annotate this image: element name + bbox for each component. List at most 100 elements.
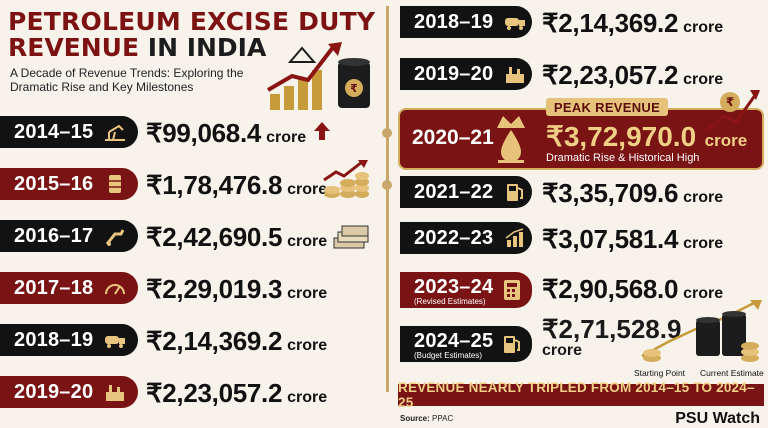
- barrels-growth-icon: [641, 300, 762, 362]
- oil-pump-icon: [105, 124, 126, 141]
- year-label: 2021–22: [414, 180, 494, 203]
- year-label: 2016–17: [14, 224, 94, 247]
- revenue-unit: crore: [683, 285, 724, 302]
- timeline-dot: [382, 128, 392, 138]
- list-item: 2016–17 ₹2,42,690.5 crore: [0, 220, 380, 252]
- list-item: 2023–24 (Revised Estimates) ₹2,90,568.0 …: [400, 272, 764, 308]
- rupee-growth-icon: ₹: [707, 90, 760, 132]
- year-pill: 2016–17: [0, 220, 138, 252]
- revenue-unit: crore: [287, 389, 328, 406]
- list-item: 2018–19 ₹2,14,369.2 crore: [400, 6, 764, 38]
- peak-subtext: Dramatic Rise & Historical High: [546, 152, 700, 164]
- tanker-truck-icon: [105, 336, 126, 348]
- revenue-amount: ₹3,35,709.6: [542, 178, 679, 208]
- year-label: 2015–16: [14, 172, 94, 195]
- fuel-pump-icon: [504, 336, 520, 353]
- source-note: Source: PPAC: [400, 414, 453, 423]
- year-pill: 2023–24 (Revised Estimates): [400, 272, 532, 308]
- year-pill: 2014–15: [0, 116, 138, 148]
- list-item: 2022–23 ₹3,07,581.4 crore: [400, 222, 764, 254]
- year-label: 2014–15: [14, 120, 94, 143]
- revenue-unit: crore: [683, 71, 724, 88]
- title-red-word: REVENUE: [8, 33, 140, 62]
- year-pill: 2015–16: [0, 168, 138, 200]
- list-item: 2018–19 ₹2,14,369.2 crore: [0, 324, 380, 356]
- source-value: PPAC: [432, 414, 454, 423]
- page-subtitle: A Decade of Revenue Trends: Exploring th…: [10, 66, 244, 94]
- revenue-amount: ₹2,14,369.2: [146, 326, 283, 356]
- peak-revenue-amount: ₹3,72,970.0: [546, 121, 697, 152]
- peak-year-label: 2020–21: [412, 126, 494, 149]
- revenue-amount: ₹2,23,057.2: [146, 378, 283, 408]
- svg-text:₹: ₹: [350, 82, 358, 95]
- timeline-line: [386, 6, 389, 392]
- year-pill: 2021–22: [400, 176, 532, 208]
- list-item: 2021–22 ₹3,35,709.6 crore: [400, 176, 764, 208]
- list-item: 2019–20 ₹2,23,057.2 crore: [0, 376, 380, 408]
- coins-growth-icon: [323, 160, 369, 198]
- up-arrow-icon: [314, 122, 330, 140]
- speedometer-icon: [105, 284, 126, 295]
- year-pill: 2018–19: [0, 324, 138, 356]
- fuel-pump-icon: [507, 184, 524, 201]
- year-pill: 2022–23: [400, 222, 532, 254]
- revenue-amount: ₹2,29,019.3: [146, 274, 283, 304]
- revenue-unit: crore: [287, 337, 328, 354]
- calculator-icon: [504, 280, 520, 300]
- oil-barrel-growth-icon: ₹: [266, 42, 370, 110]
- starting-point-label: Starting Point: [634, 368, 686, 378]
- year-pill: 2017–18: [0, 272, 138, 304]
- revenue-unit: crore: [287, 233, 328, 250]
- fuel-nozzle-icon: [106, 229, 125, 246]
- revenue-unit: crore: [266, 129, 307, 146]
- crown-drop-icon: [497, 116, 525, 163]
- list-item: 2024–25 (Budget Estimates): [400, 326, 764, 362]
- peak-revenue-unit: crore: [704, 131, 748, 150]
- revenue-unit: crore: [287, 285, 328, 302]
- revenue-amount: ₹2,42,690.5: [146, 222, 283, 252]
- year-label: 2019–20: [414, 62, 494, 85]
- bar-chart-icon: [505, 228, 524, 247]
- revenue-amount: ₹99,068.4: [146, 118, 262, 148]
- refinery-icon: [106, 385, 125, 401]
- revenue-amount: ₹2,23,057.2: [542, 60, 679, 90]
- page-title-line1: PETROLEUM EXCISE DUTY: [8, 7, 376, 36]
- year-pill: 2019–20: [0, 376, 138, 408]
- year-label: 2017–18: [14, 276, 94, 299]
- year-label: 2018–19: [414, 10, 494, 33]
- estimate-note: (Budget Estimates): [414, 351, 483, 360]
- revenue-unit: crore: [683, 19, 724, 36]
- svg-text:₹: ₹: [726, 95, 734, 109]
- title-dark-words: IN INDIA: [139, 33, 267, 62]
- revenue-unit: crore: [683, 235, 724, 252]
- list-item: 2017–18 ₹2,29,019.3 crore: [0, 272, 380, 304]
- revenue-unit: crore: [287, 181, 328, 198]
- revenue-amount: ₹1,78,476.8: [146, 170, 283, 200]
- year-label: 2023–24: [414, 276, 494, 298]
- revenue-amount: ₹3,07,581.4: [542, 224, 679, 254]
- tanker-truck-icon: [505, 18, 526, 30]
- revenue-amount: ₹2,90,568.0: [542, 274, 679, 304]
- list-item: 2015–16 ₹1,78,476.8 crore: [0, 160, 380, 200]
- revenue-unit: crore: [683, 189, 724, 206]
- current-estimate-label: Current Estimate: [700, 368, 764, 378]
- year-label: 2022–23: [414, 226, 494, 249]
- peak-revenue-tag: PEAK REVENUE: [546, 98, 668, 116]
- list-item: 2019–20 ₹2,23,057.2 crore: [400, 58, 764, 90]
- year-pill: 2019–20: [400, 58, 532, 90]
- source-label: Source:: [400, 414, 430, 423]
- timeline-dot: [382, 180, 392, 190]
- year-label: 2019–20: [14, 380, 94, 403]
- estimate-note: (Revised Estimates): [414, 297, 486, 306]
- oil-barrel-icon: [109, 175, 122, 193]
- revenue-amount: ₹2,71,528.9: [542, 314, 682, 344]
- year-label: 2018–19: [14, 328, 94, 351]
- year-pill: 2018–19: [400, 6, 532, 38]
- revenue-amount: ₹2,14,369.2: [542, 8, 679, 38]
- list-item: 2014–15 ₹99,068.4 crore: [0, 116, 380, 148]
- brand-logo: PSU Watch: [675, 410, 760, 427]
- page-title-line2: REVENUE IN INDIA: [8, 34, 266, 62]
- revenue-unit: crore: [542, 342, 583, 359]
- year-label: 2024–25: [414, 330, 494, 352]
- money-stack-icon: [333, 225, 369, 249]
